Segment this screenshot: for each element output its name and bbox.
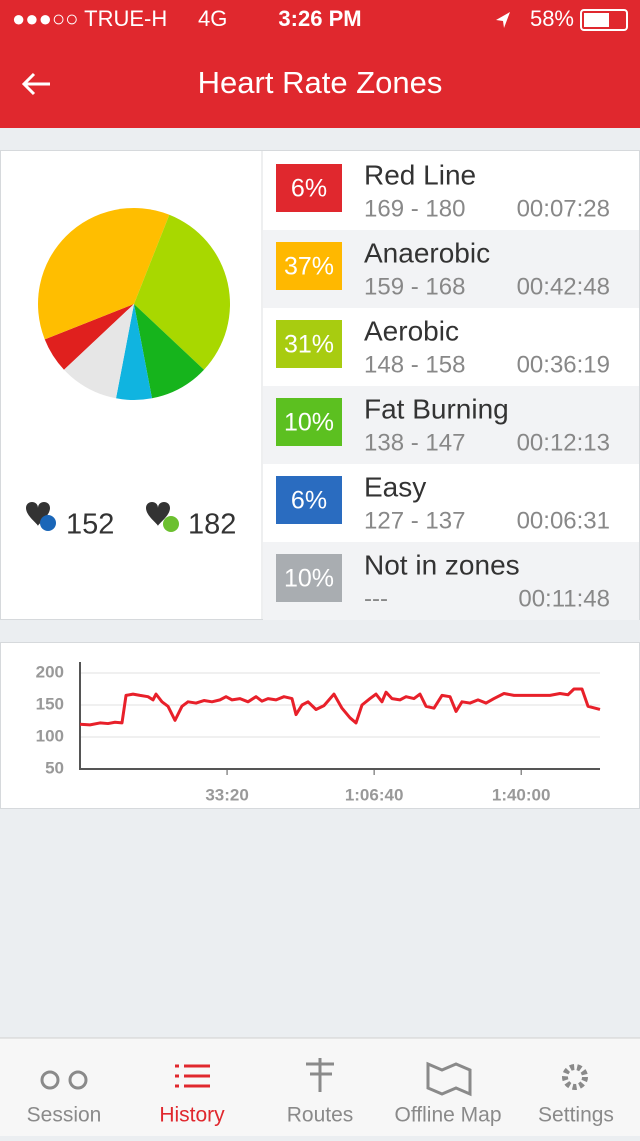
heart-rate-line: [79, 687, 601, 727]
zone-range: 159 - 168: [364, 273, 465, 300]
zone-range: 169 - 180: [364, 195, 465, 222]
y-tick-label: 150: [36, 694, 64, 713]
tab-label[interactable]: Routes: [287, 1104, 354, 1127]
zone-range: 127 - 137: [364, 507, 465, 534]
clock: 3:26 PM: [278, 6, 361, 31]
pie-slice: [134, 214, 230, 370]
x-tick-label: 33:20: [205, 785, 248, 804]
zone-badge: [276, 476, 342, 524]
max-heart-icon: [146, 502, 170, 526]
zone-name: Red Line: [364, 159, 476, 190]
zone-duration: 00:36:19: [517, 351, 610, 378]
zone-duration: 00:06:31: [517, 507, 610, 534]
pie-slice: [44, 304, 135, 370]
zone-duration: 00:07:28: [517, 195, 610, 222]
zone-name: Anaerobic: [364, 237, 490, 268]
zone-badge: [276, 320, 342, 368]
map-icon: [426, 1061, 472, 1097]
routes-icon: [306, 1058, 334, 1092]
zone-name: Easy: [364, 471, 426, 502]
tab-label[interactable]: Offline Map: [395, 1104, 502, 1127]
tab-label[interactable]: Settings: [538, 1104, 614, 1127]
zone-badge: [276, 554, 342, 602]
zone-name: Not in zones: [364, 549, 520, 580]
y-tick-label: 100: [36, 726, 64, 745]
tab-label[interactable]: History: [159, 1104, 225, 1127]
zone-percent: 10%: [284, 565, 334, 593]
pie-slice: [37, 208, 170, 340]
zone-badge: [276, 242, 342, 290]
location-icon: [496, 12, 510, 28]
battery-fill: [584, 13, 609, 27]
session-icon: [40, 1070, 60, 1090]
chart-card: [0, 642, 640, 809]
battery-level: 58%: [530, 6, 574, 31]
tab-icons: [40, 1058, 588, 1097]
zone-percent: 10%: [284, 409, 334, 437]
header-bg: [0, 0, 640, 128]
pie-slice: [116, 304, 152, 401]
max-hr: 182: [188, 509, 236, 541]
y-tick-label: 50: [45, 758, 64, 777]
zone-badge: [276, 398, 342, 446]
pie-slice: [64, 304, 134, 399]
history-icon: [175, 1064, 210, 1088]
y-tick-label: 200: [36, 662, 64, 681]
carrier: ●●●○○ TRUE-H: [12, 6, 167, 31]
page-title: Heart Rate Zones: [198, 65, 443, 100]
zone-percent: 6%: [291, 175, 327, 203]
avg-heart-icon: [26, 502, 50, 526]
pie-slice: [134, 304, 204, 399]
zone-percent: 37%: [284, 253, 334, 281]
zone-range: ---: [364, 585, 388, 612]
x-tick-label: 1:40:00: [492, 785, 551, 804]
tab-label[interactable]: Session: [27, 1104, 102, 1127]
zone-badge: [276, 164, 342, 212]
battery-icon: [580, 9, 628, 31]
settings-icon: [562, 1064, 588, 1090]
zone-duration: 00:42:48: [517, 273, 610, 300]
zone-percent: 6%: [291, 487, 327, 515]
session-icon: [68, 1070, 88, 1090]
network: 4G: [198, 6, 227, 31]
zone-range: 148 - 158: [364, 351, 465, 378]
back-button[interactable]: [21, 72, 50, 96]
average-hr: 152: [66, 509, 114, 541]
avg-badge: [40, 515, 56, 531]
max-badge: [163, 516, 179, 532]
zone-duration: 00:11:48: [518, 585, 610, 612]
zone-name: Aerobic: [364, 315, 459, 346]
x-tick-label: 1:06:40: [345, 785, 404, 804]
zone-range: 138 - 147: [364, 429, 465, 456]
zone-duration: 00:12:13: [517, 429, 610, 456]
zone-name: Fat Burning: [364, 393, 509, 424]
zone-percent: 31%: [284, 331, 334, 359]
axes: [79, 662, 600, 770]
